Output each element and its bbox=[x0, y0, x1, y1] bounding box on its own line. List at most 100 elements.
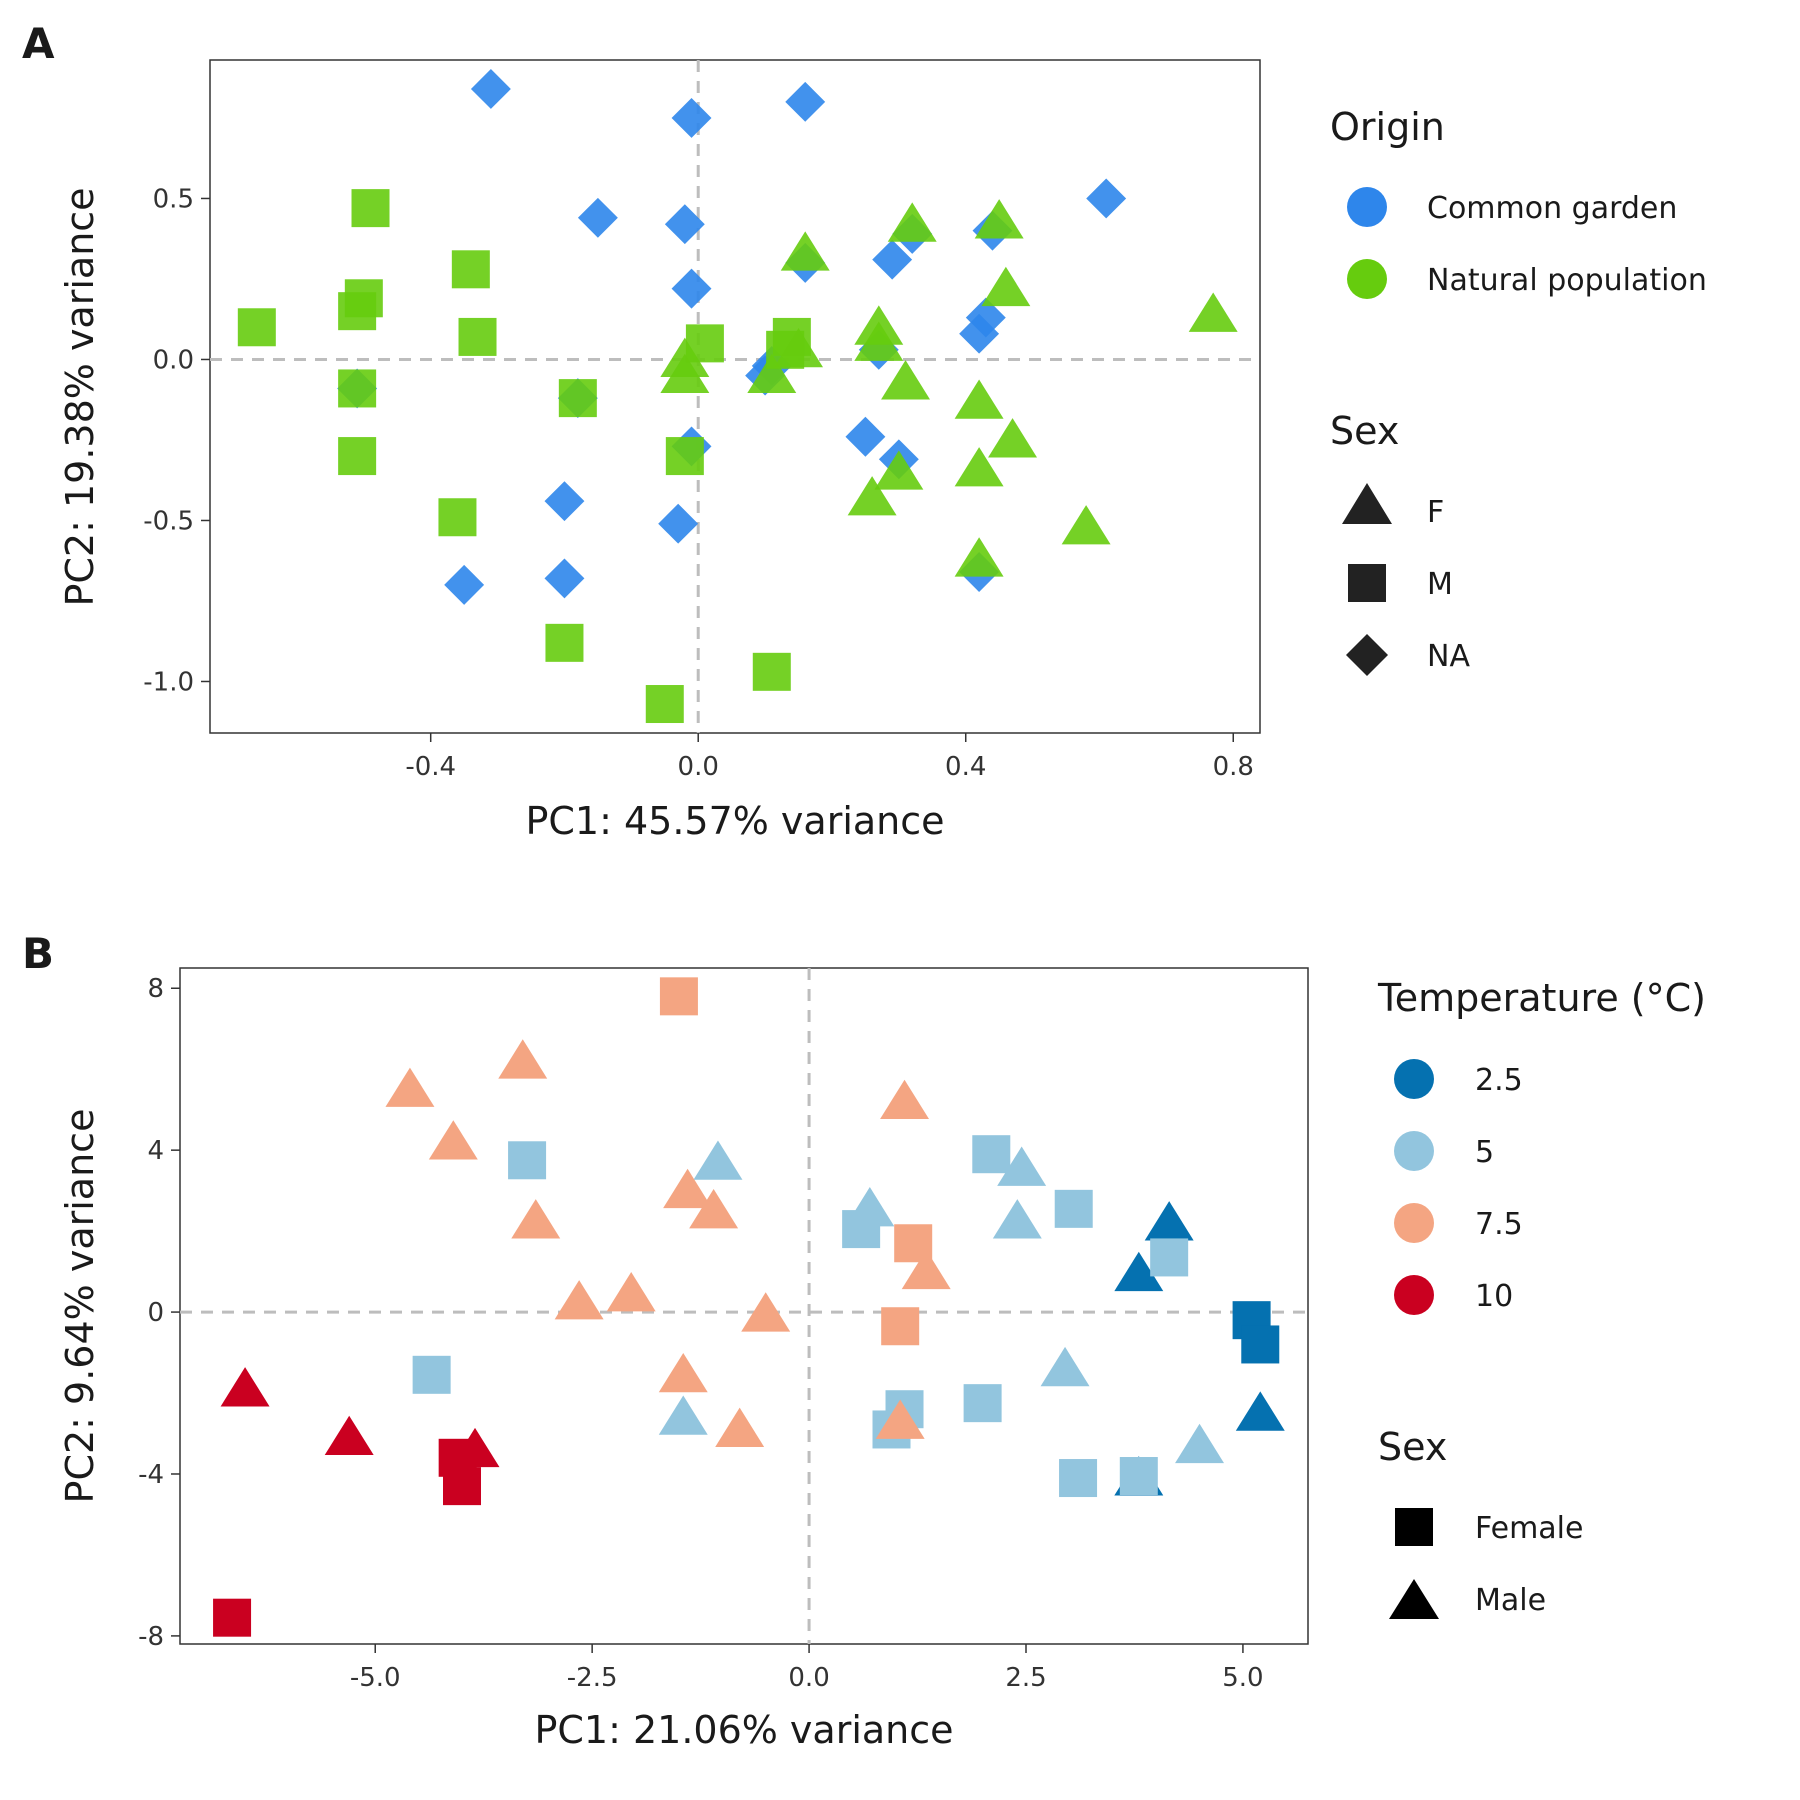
data-point-square bbox=[351, 189, 390, 228]
x-tick-label: -2.5 bbox=[567, 1663, 618, 1693]
panel-a-y-ticks: -1.0 -0.5 0.0 0.5 bbox=[143, 184, 210, 697]
legend-label-temp-10: 10 bbox=[1475, 1279, 1513, 1314]
panel-b-temperature-legend-title: Temperature (°C) bbox=[1377, 976, 1706, 1020]
data-point-square bbox=[752, 652, 791, 691]
data-point-diamond bbox=[658, 503, 699, 544]
y-tick-label: -8 bbox=[138, 1622, 164, 1652]
data-point-triangle bbox=[660, 353, 710, 394]
data-point-triangle bbox=[880, 1079, 929, 1120]
data-point-triangle bbox=[992, 1199, 1042, 1239]
data-point-square bbox=[213, 1598, 252, 1637]
data-point-diamond bbox=[1086, 178, 1127, 219]
panel-a-x-axis-title: PC1: 45.57% variance bbox=[525, 799, 944, 843]
data-point-triangle bbox=[1235, 1391, 1285, 1431]
panel-b-plot-area bbox=[179, 967, 1309, 1645]
data-point-triangle bbox=[554, 1280, 604, 1320]
data-point-triangle bbox=[1175, 1423, 1225, 1464]
data-point-triangle bbox=[715, 1407, 765, 1447]
legend-label-na: NA bbox=[1427, 639, 1470, 674]
data-point-triangle bbox=[511, 1199, 561, 1239]
data-point-square bbox=[338, 437, 377, 476]
data-point-triangle bbox=[874, 450, 924, 490]
legend-key-diamond-icon bbox=[1346, 634, 1388, 676]
data-point-diamond bbox=[671, 268, 712, 309]
panel-a-sex-legend-title: Sex bbox=[1330, 409, 1399, 453]
panel-b-label: B bbox=[22, 929, 54, 978]
data-point-square bbox=[545, 623, 584, 662]
data-point-triangle bbox=[881, 360, 931, 400]
panel-b: B -5.0 -2.5 0.0 2.5 5.0 -8 -4 0 4 8 PC1: 21.06% … bbox=[22, 929, 1706, 1752]
panel-a-y-axis-title: PC2: 19.38% variance bbox=[58, 187, 102, 606]
data-point-square bbox=[508, 1141, 547, 1180]
data-point-triangle bbox=[1188, 292, 1238, 332]
data-point-diamond bbox=[544, 481, 585, 522]
x-tick-label: 0.8 bbox=[1213, 752, 1254, 782]
data-point-square bbox=[766, 330, 805, 369]
panel-a-x-ticks: -0.4 0.0 0.4 0.8 bbox=[405, 733, 1254, 782]
panel-a-reference-lines bbox=[210, 60, 1260, 733]
data-point-square bbox=[1119, 1457, 1158, 1496]
legend-label-natural-population: Natural population bbox=[1427, 263, 1707, 298]
data-point-square bbox=[1059, 1459, 1098, 1498]
data-point-triangle bbox=[954, 379, 1004, 419]
panel-b-reference-lines bbox=[180, 968, 1308, 1644]
y-tick-label: 4 bbox=[147, 1136, 164, 1166]
data-point-triangle bbox=[901, 1249, 951, 1290]
y-tick-label: 0.5 bbox=[153, 184, 194, 214]
data-point-triangle bbox=[1144, 1201, 1194, 1241]
data-point-square bbox=[645, 685, 684, 724]
data-point-square bbox=[972, 1135, 1011, 1174]
legend-label-m: M bbox=[1427, 567, 1453, 602]
data-point-triangle bbox=[954, 537, 1004, 577]
y-tick-label: 8 bbox=[147, 974, 164, 1004]
y-tick-label: 0.0 bbox=[153, 345, 194, 375]
x-tick-label: 2.5 bbox=[1005, 1663, 1046, 1693]
data-point-triangle bbox=[498, 1039, 548, 1079]
legend-key-common-garden bbox=[1347, 187, 1387, 227]
y-tick-label: 0 bbox=[147, 1298, 164, 1328]
data-point-diamond bbox=[872, 239, 913, 280]
data-point-diamond bbox=[845, 416, 886, 457]
data-point-square bbox=[1241, 1325, 1280, 1364]
data-point-triangle bbox=[220, 1367, 270, 1407]
panel-b-y-axis-title: PC2: 9.64% variance bbox=[58, 1109, 102, 1504]
panel-a-legend: Origin Common garden Natural population … bbox=[1330, 105, 1707, 676]
data-point-triangle bbox=[875, 1399, 925, 1439]
legend-label-male: Male bbox=[1475, 1583, 1546, 1618]
y-tick-label: -1.0 bbox=[143, 667, 194, 697]
data-point-square bbox=[1054, 1189, 1093, 1228]
data-point-triangle bbox=[1040, 1346, 1090, 1387]
y-tick-label: -4 bbox=[138, 1460, 164, 1490]
data-point-square bbox=[685, 324, 724, 363]
data-point-triangle bbox=[847, 476, 897, 516]
x-tick-label: -5.0 bbox=[350, 1663, 401, 1693]
data-point-triangle bbox=[845, 1187, 895, 1227]
data-point-square bbox=[1150, 1238, 1189, 1277]
data-point-triangle bbox=[693, 1140, 743, 1180]
data-point-square bbox=[665, 437, 704, 476]
panel-b-sex-legend-title: Sex bbox=[1378, 1425, 1447, 1469]
legend-key-male-triangle-icon bbox=[1389, 1579, 1439, 1619]
data-point-triangle bbox=[974, 199, 1024, 239]
panel-b-x-ticks: -5.0 -2.5 0.0 2.5 5.0 bbox=[350, 1644, 1264, 1693]
data-point-triangle bbox=[385, 1067, 435, 1107]
panel-b-points bbox=[213, 977, 1285, 1637]
legend-label-temp-7-5: 7.5 bbox=[1475, 1207, 1523, 1242]
legend-label-temp-2-5: 2.5 bbox=[1475, 1063, 1523, 1098]
y-tick-label: -0.5 bbox=[143, 506, 194, 536]
legend-label-f: F bbox=[1427, 495, 1444, 530]
legend-key-temp-2-5 bbox=[1394, 1059, 1434, 1099]
x-tick-label: 0.0 bbox=[678, 752, 719, 782]
legend-key-temp-10 bbox=[1394, 1275, 1434, 1315]
legend-label-female: Female bbox=[1475, 1511, 1583, 1546]
data-point-square bbox=[412, 1355, 451, 1394]
x-tick-label: -0.4 bbox=[405, 752, 456, 782]
data-point-diamond bbox=[785, 81, 826, 122]
data-point-triangle bbox=[997, 1146, 1047, 1186]
data-point-square bbox=[458, 317, 497, 356]
data-point-triangle bbox=[887, 202, 937, 242]
legend-label-common-garden: Common garden bbox=[1427, 191, 1677, 226]
data-point-diamond bbox=[470, 69, 511, 109]
data-point-diamond bbox=[959, 313, 1000, 354]
